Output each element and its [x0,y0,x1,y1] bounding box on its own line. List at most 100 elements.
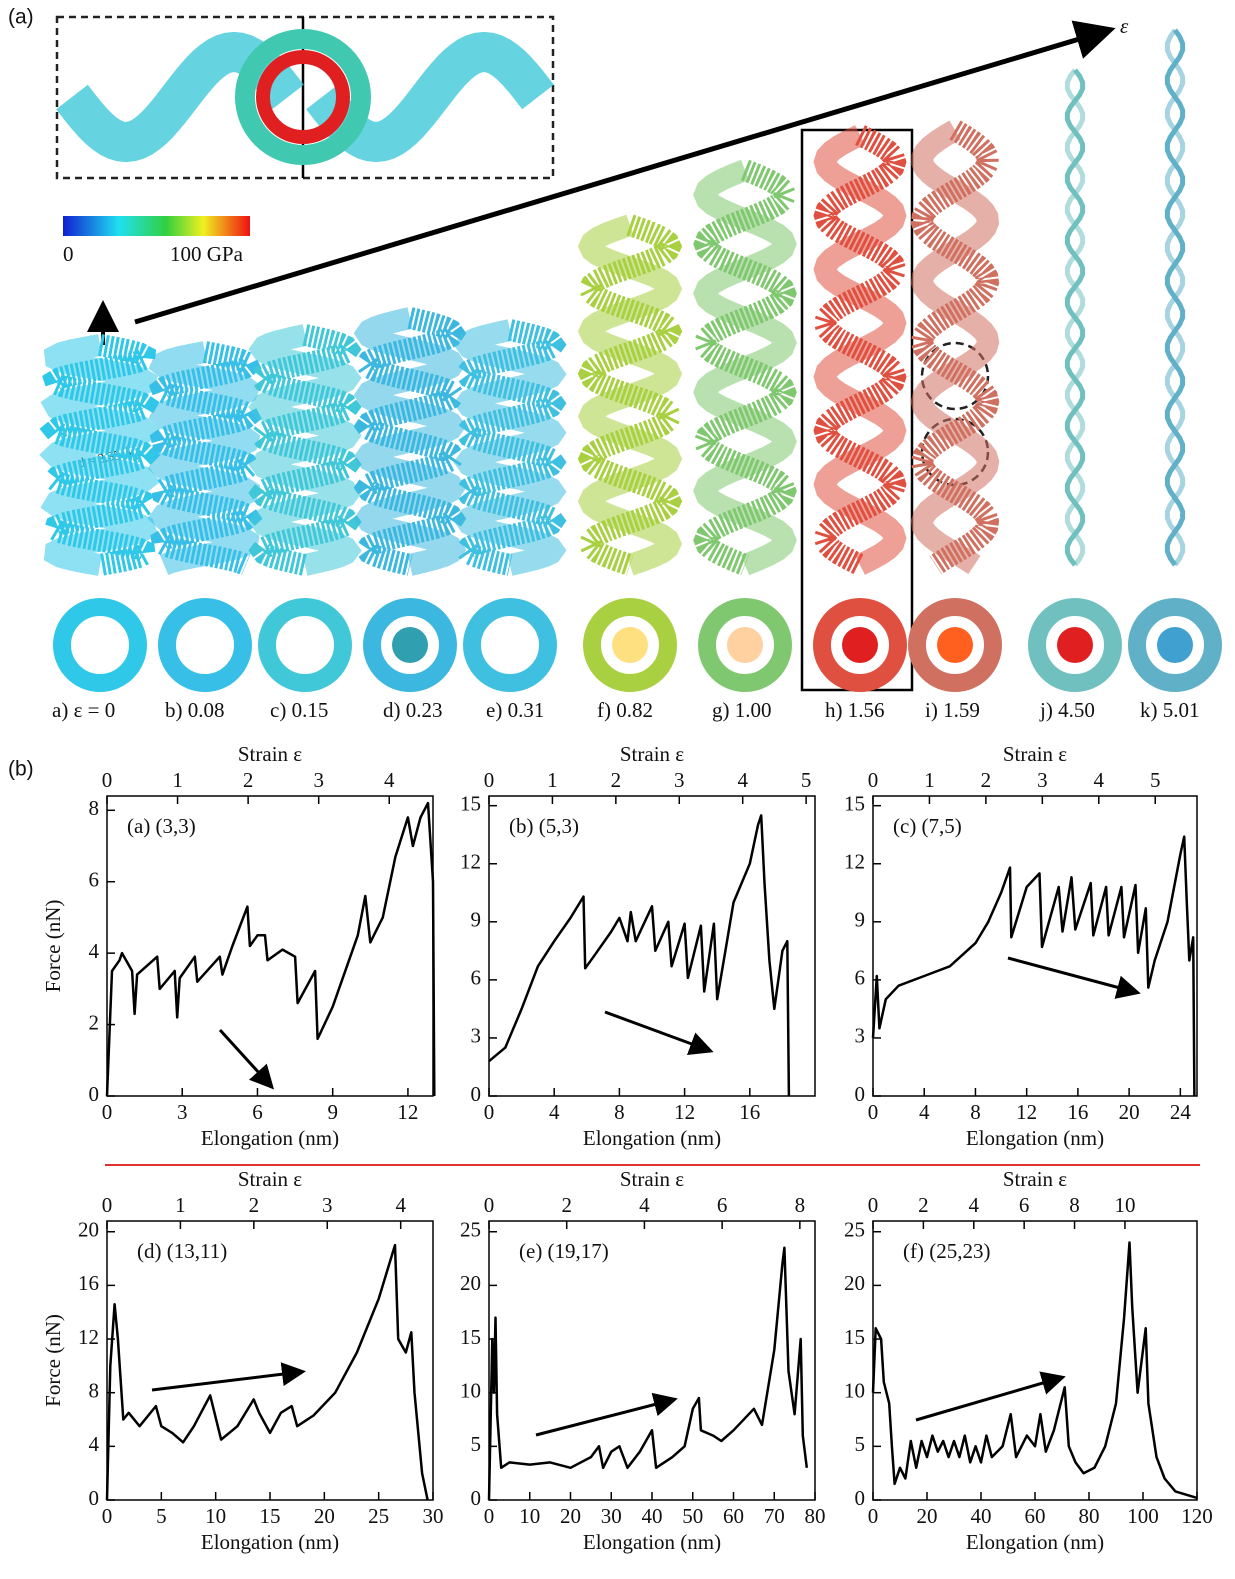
x-tick-label: 20 [314,1504,335,1528]
x2-tick-label: 0 [868,1193,879,1217]
y-tick-label: 6 [89,868,100,892]
y-tick-label: 0 [471,1082,482,1106]
y-tick-label: 25 [460,1218,481,1242]
x2-tick-label: 4 [969,1193,980,1217]
chart-title: (d) (13,11) [137,1239,227,1263]
tube-strand [577,214,683,576]
colorbar-max: 100 GPa [170,242,244,266]
tube-core [1157,627,1193,663]
y-tick-label: 4 [89,1432,100,1456]
x2-tick-label: 5 [1150,768,1161,792]
x-tick-label: 20 [560,1504,581,1528]
tube-section [463,598,557,692]
x-tick-label: 8 [614,1100,625,1124]
x-tick-label: 16 [739,1100,760,1124]
y-tick-label: 6 [855,966,866,990]
x-tick-label: 80 [1079,1504,1100,1528]
x2-tick-label: 1 [172,768,183,792]
x-tick-label: 0 [868,1100,879,1124]
x2-tick-label: 10 [1114,1193,1135,1217]
tube-strand [39,334,161,576]
chart-title: (e) (19,17) [519,1239,609,1263]
x-tick-label: 12 [1016,1100,1037,1124]
x2-tick-label: 2 [981,768,992,792]
x2-tick-label: 3 [674,768,685,792]
strain-axis-label: ε [1120,14,1129,38]
caption: c) 0.15 [270,698,328,722]
x-axis-label: Elongation (nm) [201,1126,339,1150]
tube-strand [813,125,907,575]
x-tick-label: 8 [970,1100,981,1124]
tube-core [612,627,648,663]
y-tick-label: 2 [89,1010,100,1034]
trend-arrow [535,1392,678,1437]
x2-tick-label: 3 [313,768,324,792]
y-tick-label: 3 [855,1024,866,1048]
x2-tick-label: 1 [175,1193,186,1217]
x-tick-label: 12 [397,1100,418,1124]
x2-tick-label: 4 [1094,768,1105,792]
y-tick-label: 12 [78,1325,99,1349]
tube-section [1128,598,1222,692]
x2-tick-label: 2 [561,1193,572,1217]
y-tick-label: 8 [89,1379,100,1403]
x-tick-label: 10 [519,1504,540,1528]
x-tick-label: 40 [642,1504,663,1528]
x-tick-label: 0 [102,1504,113,1528]
x2-tick-label: 4 [384,768,395,792]
chart-title: (f) (25,23) [903,1239,990,1263]
tube-strand [813,125,907,575]
tube-strand [248,324,362,576]
y-tick-label: 20 [78,1218,99,1242]
y-tick-label: 12 [844,850,865,874]
trend-arrow [604,1010,714,1056]
x2-axis-label: Strain ε [620,1167,684,1191]
colorbar [63,216,250,236]
y-tick-label: 0 [89,1082,100,1106]
x2-tick-label: 0 [102,1193,113,1217]
x-tick-label: 120 [1181,1504,1213,1528]
data-line [488,814,791,1097]
tube-core [187,627,223,663]
tube-strand [148,341,263,576]
tube-core [727,627,763,663]
tube-section [583,598,677,692]
x2-tick-label: 3 [322,1193,333,1217]
tube-core [287,627,323,663]
y-tick-label: 9 [471,908,482,932]
y-tick-label: 10 [844,1379,865,1403]
x-tick-label: 30 [423,1504,444,1528]
y-tick-label: 12 [460,850,481,874]
x2-tick-label: 2 [249,1193,260,1217]
y-tick-label: 25 [844,1218,865,1242]
x2-tick-label: 3 [1037,768,1048,792]
caption: e) 0.31 [486,698,544,722]
tube-strand [248,324,362,576]
tube-section [53,598,147,692]
chart-title: (c) (7,5) [893,814,962,838]
tube-strand [910,120,1000,575]
caption: i) 1.59 [925,698,980,722]
tube-section [813,598,907,692]
data-line [871,835,1196,1097]
trend-arrow [915,1371,1066,1422]
y-tick-label: 0 [89,1486,100,1510]
x2-tick-label: 1 [547,768,558,792]
tube-section [158,598,252,692]
x-tick-label: 24 [1170,1100,1192,1124]
y-axis-label: Force (nN) [41,900,65,993]
x-tick-label: 25 [368,1504,389,1528]
caption: g) 1.00 [712,698,772,722]
panel-a: (a) 0 100 GPa ε d = 3.35 Å (b) [8,6,1200,1166]
x-tick-label: 50 [682,1504,703,1528]
y-tick-label: 8 [89,796,100,820]
tube-section [363,598,457,692]
plot-frame [106,1220,434,1501]
x2-axis-label: Strain ε [238,742,302,766]
x-tick-label: 16 [1067,1100,1088,1124]
y-tick-label: 0 [855,1082,866,1106]
y-tick-label: 0 [471,1486,482,1510]
x2-axis-label: Strain ε [620,742,684,766]
caption: j) 4.50 [1039,698,1095,722]
